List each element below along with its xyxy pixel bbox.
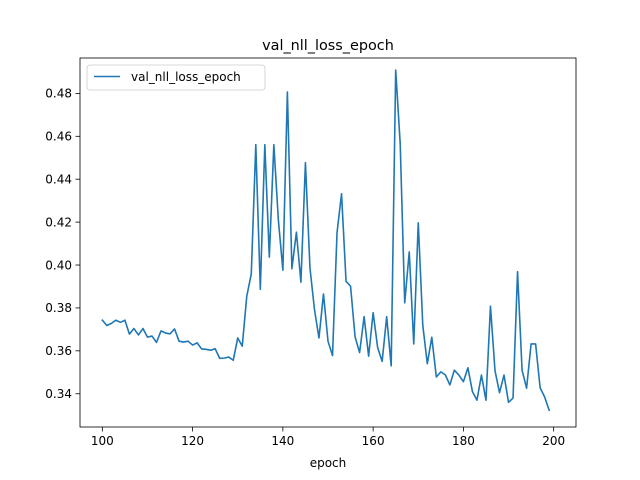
series-line-val-nll-loss-epoch bbox=[101, 69, 551, 412]
y-tick-label: 0.42 bbox=[45, 215, 72, 229]
x-tick-label: 200 bbox=[542, 434, 565, 448]
legend-box bbox=[86, 64, 266, 91]
y-axis: 0.34 0.36 0.38 0.40 0.42 0.44 0.46 0.48 bbox=[45, 87, 80, 401]
y-tick-label: 0.36 bbox=[45, 344, 72, 358]
chart-title: val_nll_loss_epoch bbox=[262, 38, 394, 54]
x-tick-label: 180 bbox=[452, 434, 475, 448]
x-tick-label: 120 bbox=[181, 434, 204, 448]
y-tick-label: 0.46 bbox=[45, 130, 72, 144]
x-tick-label: 100 bbox=[91, 434, 114, 448]
y-tick-label: 0.48 bbox=[45, 87, 72, 101]
x-axis: 100 120 140 160 180 200 bbox=[91, 427, 565, 448]
plot-area-frame bbox=[79, 57, 577, 428]
legend-entry-label: val_nll_loss_epoch bbox=[131, 70, 241, 84]
y-tick-label: 0.40 bbox=[45, 258, 72, 272]
y-tick-label: 0.44 bbox=[45, 173, 72, 187]
legend: val_nll_loss_epoch bbox=[86, 64, 266, 91]
x-tick-label: 160 bbox=[362, 434, 385, 448]
x-axis-label: epoch bbox=[310, 456, 347, 470]
y-tick-label: 0.34 bbox=[45, 387, 72, 401]
x-tick-label: 140 bbox=[271, 434, 294, 448]
y-tick-label: 0.38 bbox=[45, 301, 72, 315]
